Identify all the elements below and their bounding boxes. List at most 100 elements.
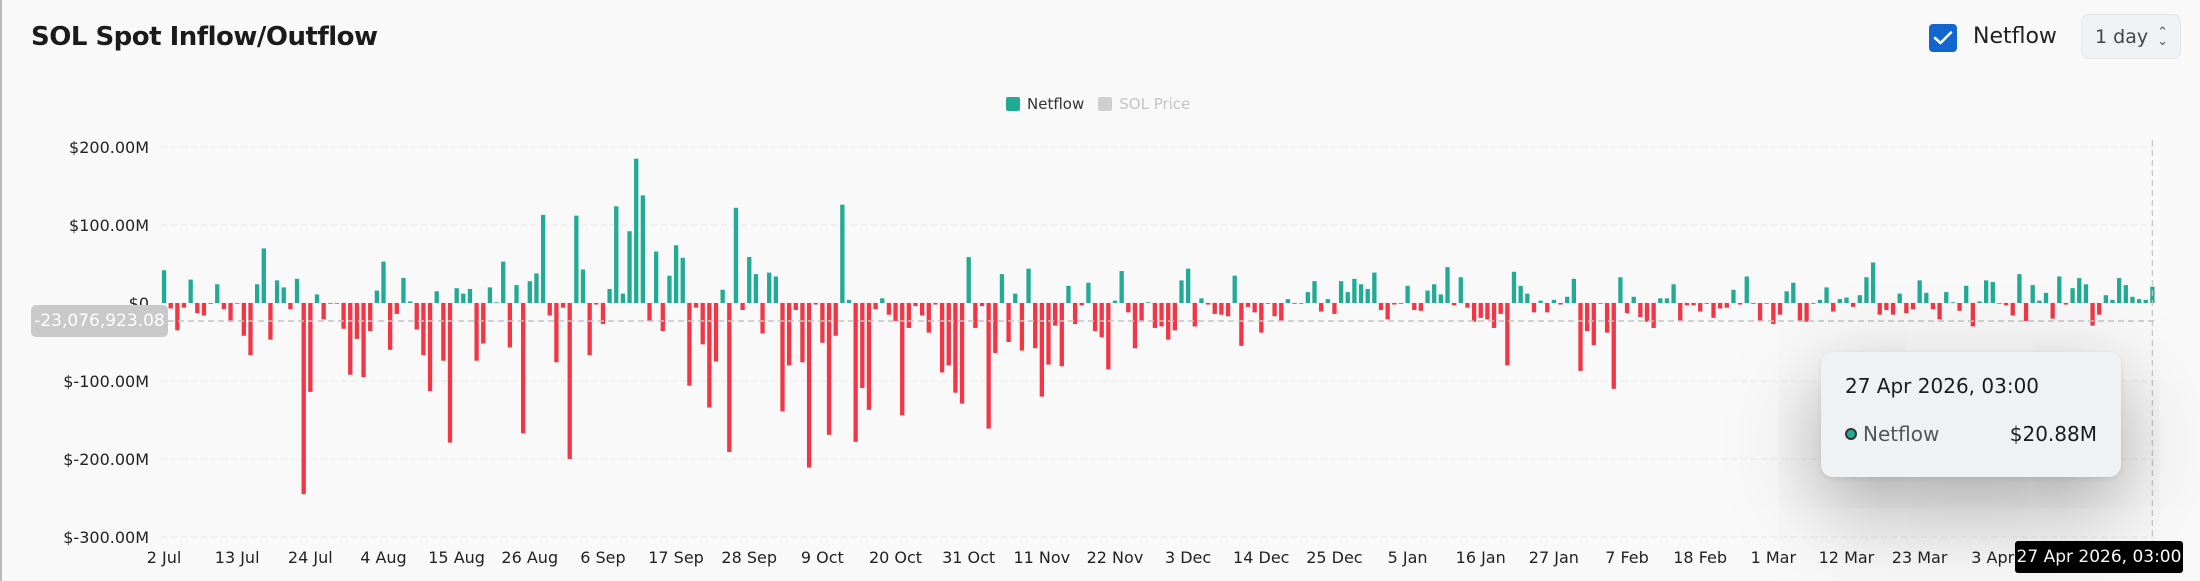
netflow-bar[interactable] <box>487 287 493 303</box>
netflow-bar[interactable] <box>1558 303 1563 305</box>
netflow-bar[interactable] <box>1465 303 1470 308</box>
netflow-bar[interactable] <box>1013 293 1018 303</box>
netflow-bar[interactable] <box>1438 294 1443 303</box>
netflow-bar[interactable] <box>853 303 858 442</box>
netflow-bar[interactable] <box>461 293 466 303</box>
netflow-bar[interactable] <box>953 303 958 393</box>
netflow-bar[interactable] <box>427 303 433 392</box>
netflow-bar[interactable] <box>813 303 818 305</box>
netflow-bar[interactable] <box>1578 303 1583 371</box>
netflow-bar[interactable] <box>368 303 373 332</box>
netflow-bar[interactable] <box>308 303 313 392</box>
netflow-bar[interactable] <box>314 294 320 303</box>
netflow-bar[interactable] <box>288 303 293 310</box>
netflow-bar[interactable] <box>660 303 665 332</box>
netflow-bar[interactable] <box>301 303 306 495</box>
netflow-bar[interactable] <box>1531 303 1537 313</box>
netflow-bar[interactable] <box>1279 303 1284 321</box>
netflow-bar[interactable] <box>201 303 207 316</box>
netflow-bar[interactable] <box>1910 303 1916 310</box>
netflow-bar[interactable] <box>554 303 559 363</box>
netflow-bar[interactable] <box>880 298 885 303</box>
netflow-bar[interactable] <box>2003 303 2009 306</box>
netflow-bar[interactable] <box>1139 303 1144 322</box>
netflow-bar[interactable] <box>1944 292 1949 303</box>
netflow-bar[interactable] <box>800 303 805 363</box>
netflow-bar[interactable] <box>1412 303 1417 311</box>
netflow-bar[interactable] <box>654 251 659 303</box>
netflow-bar[interactable] <box>1092 303 1098 332</box>
netflow-bar[interactable] <box>407 301 413 303</box>
netflow-bar[interactable] <box>2070 288 2075 303</box>
netflow-bar[interactable] <box>521 303 526 434</box>
netflow-bar[interactable] <box>2063 303 2069 305</box>
netflow-bar[interactable] <box>846 299 852 303</box>
netflow-bar[interactable] <box>1638 303 1643 318</box>
netflow-bar[interactable] <box>1511 271 1517 303</box>
netflow-bar[interactable] <box>2130 296 2135 303</box>
netflow-bar[interactable] <box>1445 267 1450 303</box>
netflow-bar[interactable] <box>1405 285 1410 303</box>
netflow-bar[interactable] <box>2097 303 2102 315</box>
netflow-bar[interactable] <box>860 303 865 389</box>
netflow-bar[interactable] <box>966 256 971 303</box>
netflow-bar[interactable] <box>727 303 732 452</box>
netflow-bar[interactable] <box>474 303 479 361</box>
netflow-bar[interactable] <box>1664 298 1670 303</box>
netflow-bar[interactable] <box>2117 278 2122 303</box>
netflow-bar[interactable] <box>1551 299 1557 303</box>
netflow-bar[interactable] <box>1199 298 1204 303</box>
netflow-bar[interactable] <box>208 303 213 304</box>
netflow-bar[interactable] <box>900 303 905 416</box>
netflow-bar[interactable] <box>1771 303 1776 325</box>
netflow-bar[interactable] <box>1691 303 1696 306</box>
netflow-bar[interactable] <box>607 288 612 303</box>
netflow-bar[interactable] <box>514 285 519 303</box>
netflow-bar[interactable] <box>294 278 300 303</box>
netflow-bar[interactable] <box>1984 280 1989 303</box>
netflow-bar[interactable] <box>1598 303 1603 304</box>
netflow-bar[interactable] <box>1884 303 1889 311</box>
netflow-bar[interactable] <box>1671 284 1676 303</box>
netflow-bar[interactable] <box>1432 284 1437 303</box>
netflow-bar[interactable] <box>188 279 193 303</box>
netflow-bar[interactable] <box>1352 278 1357 303</box>
netflow-checkbox[interactable] <box>1929 24 1957 52</box>
netflow-bar[interactable] <box>1192 303 1197 327</box>
netflow-bar[interactable] <box>866 303 872 410</box>
netflow-bar[interactable] <box>1272 303 1277 317</box>
netflow-bar[interactable] <box>594 303 599 305</box>
netflow-bar[interactable] <box>1651 303 1656 328</box>
netflow-bar[interactable] <box>1831 303 1836 312</box>
netflow-bar[interactable] <box>614 206 619 303</box>
netflow-bar[interactable] <box>467 288 473 303</box>
netflow-bar[interactable] <box>1618 277 1623 303</box>
netflow-bar[interactable] <box>421 303 426 356</box>
netflow-bar[interactable] <box>1485 303 1490 320</box>
netflow-bar[interactable] <box>1205 303 1211 305</box>
netflow-bar[interactable] <box>274 280 280 303</box>
netflow-bar[interactable] <box>634 158 639 303</box>
netflow-bar[interactable] <box>2083 284 2089 303</box>
netflow-bar[interactable] <box>1299 303 1304 304</box>
netflow-bar[interactable] <box>1046 303 1051 365</box>
netflow-bar[interactable] <box>1066 285 1071 303</box>
netflow-bar[interactable] <box>215 284 220 303</box>
netflow-bar[interactable] <box>401 278 406 303</box>
netflow-bar[interactable] <box>1890 303 1896 315</box>
netflow-bar[interactable] <box>1491 303 1497 328</box>
netflow-bar[interactable] <box>255 284 260 303</box>
netflow-bar[interactable] <box>627 231 632 303</box>
netflow-bar[interactable] <box>2037 300 2042 303</box>
netflow-bar[interactable] <box>1305 292 1310 303</box>
netflow-bar[interactable] <box>1159 303 1164 327</box>
netflow-bar[interactable] <box>773 276 778 303</box>
netflow-bar[interactable] <box>700 303 705 345</box>
netflow-bar[interactable] <box>1471 303 1477 322</box>
netflow-bar[interactable] <box>886 303 892 315</box>
netflow-bar[interactable] <box>833 303 838 336</box>
netflow-bar[interactable] <box>959 303 965 404</box>
netflow-bar[interactable] <box>1039 303 1044 397</box>
netflow-bar[interactable] <box>2030 285 2035 303</box>
netflow-bar[interactable] <box>1146 302 1151 304</box>
